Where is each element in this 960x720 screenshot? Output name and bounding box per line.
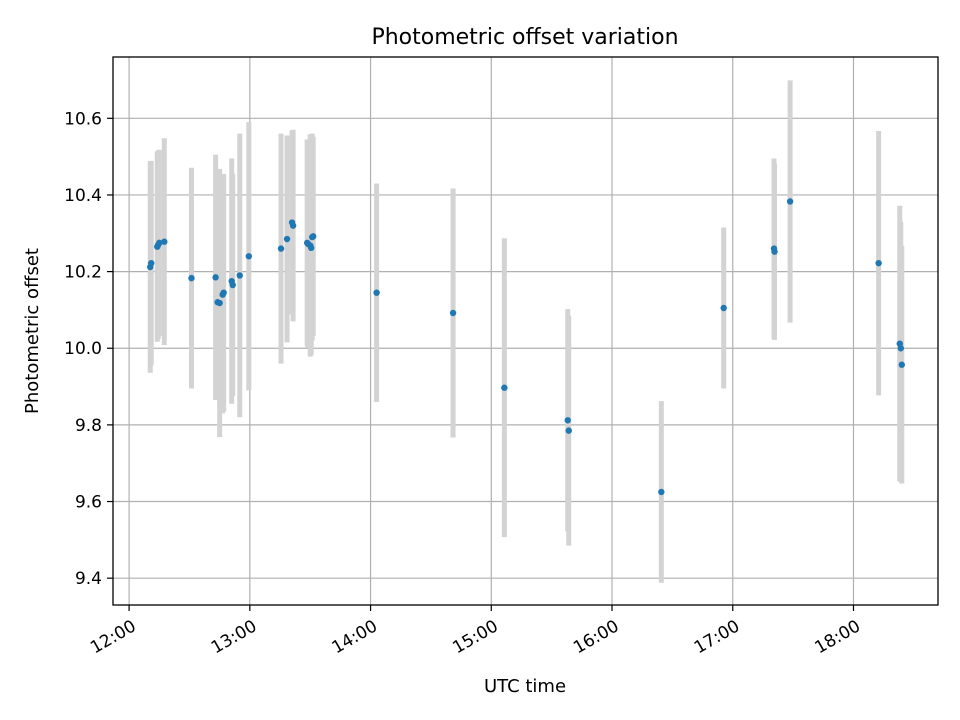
- data-point: [277, 245, 285, 252]
- y-tick-label: 10.4: [64, 186, 102, 206]
- data-point: [236, 272, 243, 279]
- data-point: [720, 304, 727, 312]
- data-point: [310, 233, 317, 240]
- data-point: [786, 198, 794, 205]
- y-tick-label: 9.4: [75, 569, 102, 589]
- data-point: [161, 238, 168, 245]
- data-point: [897, 345, 904, 352]
- data-point: [564, 417, 571, 424]
- y-tick-label: 9.8: [75, 416, 102, 436]
- y-tick-label: 9.6: [75, 493, 102, 513]
- data-point: [283, 235, 291, 243]
- data-point: [771, 248, 778, 255]
- data-point: [220, 289, 227, 296]
- data-point: [565, 427, 572, 434]
- y-axis-ticks: 9.4 9.6 9.8 10.0 10.2 10.4 10.6: [64, 109, 113, 589]
- data-point: [156, 239, 163, 247]
- data-point: [229, 281, 236, 289]
- data-point: [148, 259, 155, 267]
- plot-frame: [112, 56, 939, 606]
- data-point: [188, 274, 195, 282]
- data-point: [216, 299, 223, 307]
- data-point: [501, 384, 508, 391]
- data-point: [875, 259, 882, 267]
- data-point: [658, 488, 665, 496]
- data-point: [212, 274, 219, 281]
- data-point: [373, 289, 380, 296]
- data-point: [289, 222, 297, 229]
- data-point: [308, 244, 315, 252]
- data-point: [898, 361, 905, 368]
- data-point: [449, 309, 457, 317]
- data-points: [147, 198, 905, 496]
- y-tick-label: 10.2: [64, 263, 102, 283]
- y-axis-label: Photometric offset: [22, 248, 43, 414]
- y-tick-label: 10.0: [64, 339, 102, 359]
- chart-title: Photometric offset variation: [371, 25, 678, 50]
- data-point: [245, 253, 253, 260]
- y-tick-label: 10.6: [64, 109, 102, 129]
- x-axis-label: UTC time: [484, 676, 566, 697]
